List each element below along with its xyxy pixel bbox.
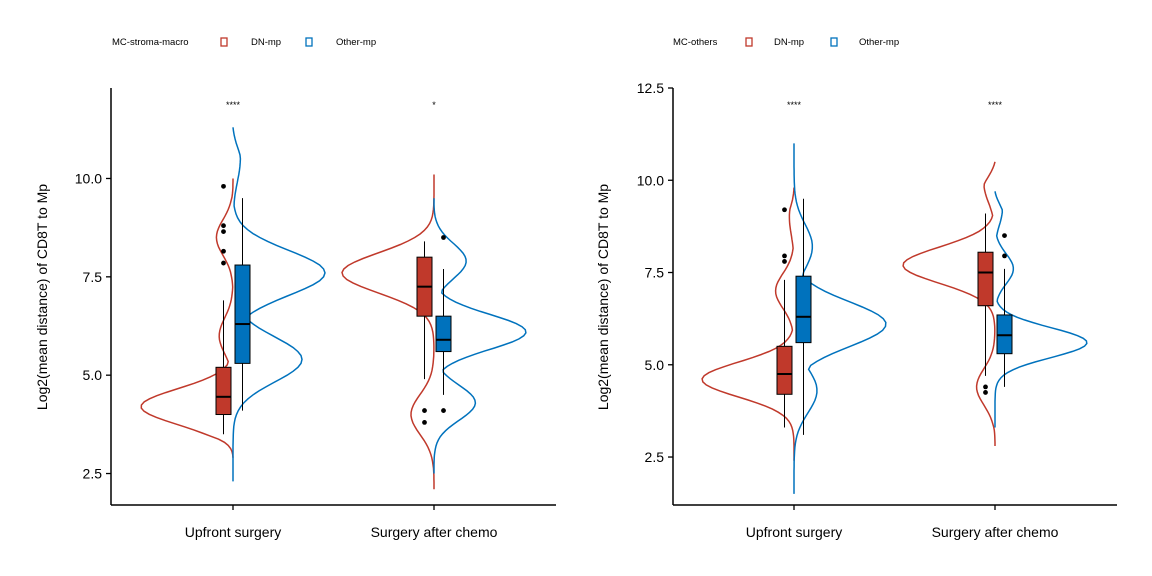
violin-other: [433, 198, 527, 474]
x-tick-label-upfront: Upfront surgery: [185, 524, 281, 540]
violin-dn: [341, 174, 435, 490]
box-other: [234, 264, 251, 364]
box-dn: [215, 366, 232, 416]
violin-dn: [140, 178, 234, 458]
panel-right: MC-others DN-mp Other-mp Log2(mean dista…: [595, 37, 1117, 540]
box-other: [795, 275, 812, 344]
outlier-point: [1002, 253, 1007, 259]
outlier-point: [422, 419, 427, 425]
legend-label-other: Other-mp: [859, 37, 899, 48]
box-other: [435, 315, 452, 353]
outlier-point: [983, 384, 988, 390]
x-tick-label-after-chemo: Surgery after chemo: [371, 524, 498, 540]
significance-label: *: [432, 100, 436, 110]
y-axis-title: Log2(mean distance) of CD8T to Mp: [34, 184, 50, 410]
outlier-point: [221, 248, 226, 254]
legend-swatch-other: [305, 37, 313, 47]
legend-label-dn: DN-mp: [251, 37, 281, 48]
violin-dn: [701, 187, 795, 461]
legend-title: MC-others: [673, 37, 718, 48]
y-tick-label: 7.5: [645, 265, 665, 281]
significance-label: ****: [226, 100, 241, 110]
outlier-point: [221, 223, 226, 229]
outlier-point: [441, 408, 446, 413]
violin-other: [232, 127, 326, 482]
y-axis-title: Log2(mean distance) of CD8T to Mp: [595, 184, 611, 410]
violin-other: [793, 143, 887, 494]
plot-area: 2.5 5.0 7.5 10.0: [75, 88, 556, 510]
outlier-point: [221, 183, 226, 189]
significance-label: ****: [787, 100, 802, 110]
y-tick-label: 5.0: [83, 367, 103, 383]
outlier-point: [782, 207, 787, 213]
outlier-point: [441, 235, 446, 240]
outlier-point: [221, 260, 226, 266]
outlier-point: [1002, 233, 1007, 239]
y-tick-label: 12.5: [637, 80, 664, 96]
y-tick-label: 2.5: [83, 466, 103, 482]
plot-area: 2.5 5.0 7.5 10.0 12.5: [637, 80, 1117, 510]
outlier-point: [782, 253, 787, 259]
legend-swatch-dn: [745, 37, 753, 47]
outlier-point: [221, 229, 226, 234]
y-tick-label: 2.5: [645, 449, 665, 465]
legend-label-other: Other-mp: [336, 37, 376, 48]
y-tick-label: 10.0: [75, 170, 102, 186]
panel-left: MC-stroma-macro DN-mp Other-mp Log2(mean…: [34, 37, 556, 540]
x-tick-label-after-chemo: Surgery after chemo: [932, 524, 1059, 540]
significance-label: ****: [988, 100, 1003, 110]
legend-title: MC-stroma-macro: [112, 37, 189, 48]
legend: MC-others DN-mp Other-mp: [673, 37, 899, 48]
y-tick-label: 10.0: [637, 172, 664, 188]
outlier-point: [422, 408, 427, 413]
legend-swatch-other: [830, 37, 838, 47]
box-dn: [776, 345, 793, 395]
outlier-point: [983, 390, 988, 395]
outlier-point: [782, 259, 787, 264]
x-tick-label-upfront: Upfront surgery: [746, 524, 842, 540]
y-tick-label: 5.0: [645, 357, 665, 373]
box-dn: [977, 251, 994, 307]
violin-other: [994, 191, 1088, 428]
legend: MC-stroma-macro DN-mp Other-mp: [112, 37, 376, 48]
legend-label-dn: DN-mp: [774, 37, 804, 48]
legend-swatch-dn: [220, 37, 228, 47]
y-tick-label: 7.5: [83, 269, 103, 285]
